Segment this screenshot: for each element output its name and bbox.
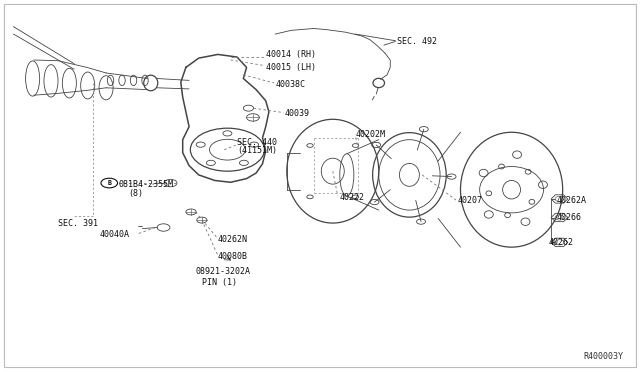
- Text: 40015 (LH): 40015 (LH): [266, 63, 316, 72]
- Text: 40202M: 40202M: [355, 129, 385, 139]
- Text: 40038C: 40038C: [275, 80, 305, 89]
- Text: SEC. 440: SEC. 440: [237, 138, 277, 147]
- Text: 40266: 40266: [556, 213, 581, 222]
- Text: 40207: 40207: [458, 196, 483, 205]
- Text: R400003Y: R400003Y: [583, 352, 623, 361]
- Text: 40262A: 40262A: [556, 196, 586, 205]
- Text: 40262N: 40262N: [218, 235, 248, 244]
- Text: 08921-3202A: 08921-3202A: [195, 267, 250, 276]
- Text: PIN (1): PIN (1): [202, 278, 237, 287]
- Text: (41151M): (41151M): [237, 146, 277, 155]
- Text: 40040A: 40040A: [100, 230, 130, 240]
- Text: 40014 (RH): 40014 (RH): [266, 50, 316, 59]
- Text: 40222: 40222: [339, 193, 364, 202]
- Text: B: B: [108, 180, 111, 186]
- Text: 40039: 40039: [285, 109, 310, 118]
- Text: 40262: 40262: [548, 238, 573, 247]
- Text: SEC. 391: SEC. 391: [58, 219, 98, 228]
- Text: 40080B: 40080B: [218, 252, 248, 261]
- Text: (8): (8): [129, 189, 143, 198]
- Text: 081B4-2355M: 081B4-2355M: [119, 180, 174, 189]
- Text: SEC. 492: SEC. 492: [397, 37, 436, 46]
